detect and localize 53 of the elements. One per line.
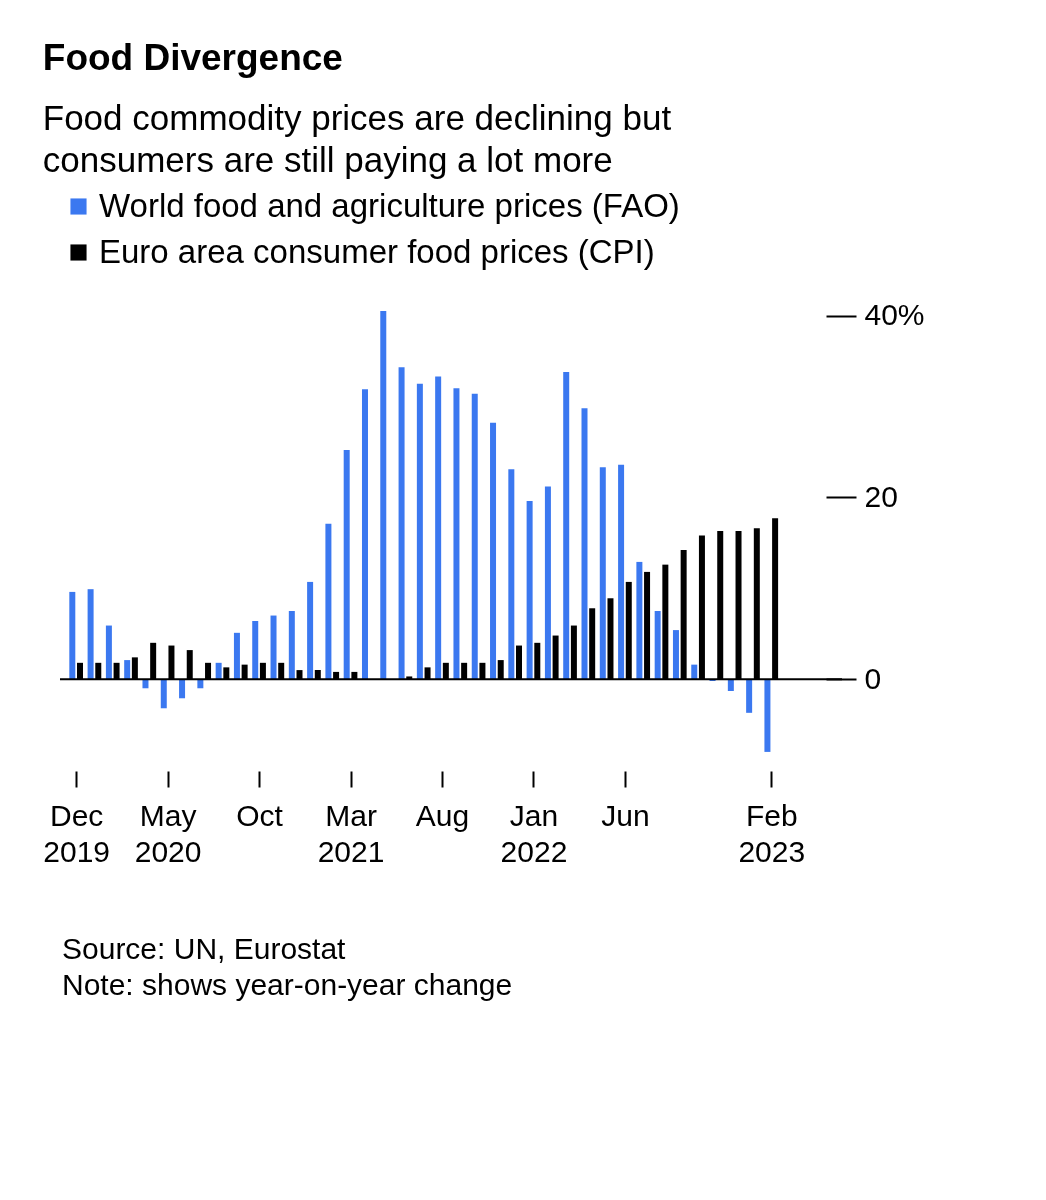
x-tick-label: Jun [601, 798, 650, 832]
bar [179, 679, 186, 699]
legend-label: World food and agriculture prices (FAO) [99, 186, 680, 224]
bar [288, 611, 295, 680]
x-tick-label: Feb 2023 [738, 798, 806, 868]
x-tick-label: Aug [415, 798, 470, 832]
bar [672, 630, 679, 680]
bar [361, 389, 368, 680]
text: Note: shows year-on-year change [62, 968, 513, 1001]
bar [599, 467, 606, 680]
x-tick-label: Oct [236, 798, 284, 832]
bar [471, 393, 478, 680]
source-note: Source: UN, Eurostat [62, 932, 347, 965]
bar [160, 679, 167, 709]
bar [508, 469, 515, 680]
bar [398, 367, 405, 680]
bar [380, 311, 387, 680]
legend-label: Euro area consumer food prices (CPI) [99, 232, 655, 270]
chart-subtitle: Food commodity prices are declining but consumers are still paying a lot more [42, 98, 672, 179]
bar [581, 408, 588, 680]
chart-title: Food Divergence [42, 37, 343, 78]
y-tick-label: 40% [864, 298, 925, 332]
y-tick-label: 0 [864, 661, 882, 695]
bar [727, 679, 734, 691]
bar [307, 581, 314, 680]
bar [435, 376, 442, 680]
bar [526, 501, 533, 680]
x-tick-label: Jan 2022 [500, 798, 568, 868]
bar [654, 611, 661, 680]
bar [636, 561, 643, 680]
bar [270, 615, 277, 680]
bar [124, 660, 131, 680]
bar [544, 486, 551, 680]
y-tick-label: 20 [864, 479, 898, 513]
bar [691, 664, 698, 680]
x-tick-label: May 2020 [134, 798, 202, 868]
bar [69, 591, 76, 680]
bar [618, 464, 625, 680]
x-tick-label: Dec 2019 [43, 798, 111, 868]
bar [416, 383, 423, 680]
bar [563, 371, 570, 680]
x-tick-label: Mar 2021 [317, 798, 385, 868]
bar [252, 621, 259, 680]
bar [325, 523, 332, 680]
bar [453, 388, 460, 680]
bar [746, 679, 753, 713]
bar [343, 450, 350, 680]
bar [215, 662, 222, 680]
bar [490, 422, 497, 680]
bar [105, 625, 112, 680]
bar [87, 589, 94, 680]
bar [233, 632, 240, 680]
bar [764, 679, 771, 752]
